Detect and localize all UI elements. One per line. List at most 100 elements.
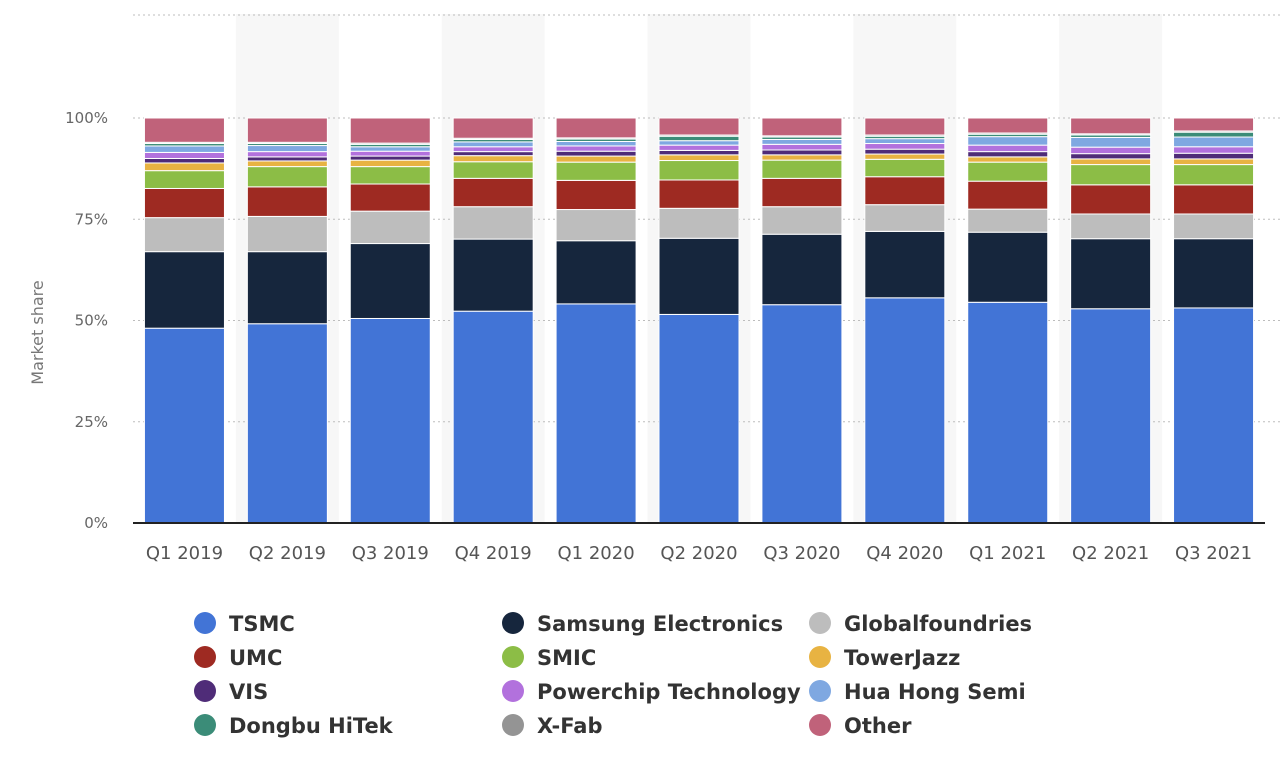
bar-segment — [761, 177, 843, 208]
bar-segment — [349, 146, 431, 152]
bar-segment — [864, 176, 946, 206]
x-tick-label: Q2 2021 — [1072, 543, 1149, 564]
bar-segment — [452, 146, 534, 153]
bar-segment — [143, 217, 225, 253]
bar-segment — [1070, 238, 1152, 310]
bar-segment — [1070, 146, 1152, 155]
y-tick-label: 75% — [75, 210, 108, 228]
y-tick-label: 0% — [84, 514, 108, 532]
bar-segment — [658, 160, 740, 181]
bar-segment — [143, 170, 225, 189]
bar-segment — [1173, 184, 1255, 215]
bar-segment — [967, 208, 1049, 233]
bar-segment — [349, 166, 431, 185]
bar-segment — [761, 138, 843, 145]
bar-segment — [1070, 158, 1152, 166]
bar-segment — [349, 117, 431, 144]
bar-segment — [452, 206, 534, 240]
x-tick-label: Q1 2020 — [558, 543, 635, 564]
bar-segment — [967, 144, 1049, 153]
legend-marker — [502, 646, 524, 668]
legend-label: SMIC — [537, 646, 596, 670]
bar-segment — [658, 313, 740, 524]
legend-marker — [809, 714, 831, 736]
legend-label: Dongbu HiTek — [229, 714, 394, 738]
bar-segment — [658, 135, 740, 142]
bar-segment — [1070, 184, 1152, 215]
bar-segment — [658, 149, 740, 156]
bar-segment — [761, 154, 843, 161]
legend-label: UMC — [229, 646, 282, 670]
bar-segment — [658, 237, 740, 315]
bar-segment — [452, 151, 534, 157]
bar-segment — [864, 230, 946, 299]
legend-marker — [194, 714, 216, 736]
bar-segment — [246, 186, 328, 217]
bar-segment — [246, 145, 328, 153]
bar-segment — [658, 207, 740, 239]
bar-segment — [349, 150, 431, 157]
bar-segment — [452, 310, 534, 524]
bar-segment — [1070, 213, 1152, 240]
bar-segment — [967, 180, 1049, 210]
bar-segment — [967, 301, 1049, 524]
bar-segment — [555, 145, 637, 152]
x-tick-label: Q3 2019 — [352, 543, 429, 564]
bar-segment — [761, 304, 843, 524]
bar-segment — [246, 117, 328, 143]
bar-segment — [452, 238, 534, 312]
bar-segment — [555, 150, 637, 157]
bar-segment — [246, 251, 328, 325]
bar-segment — [658, 179, 740, 209]
bar-segment — [1173, 146, 1255, 154]
bar-segment — [555, 240, 637, 305]
bar-segment — [864, 158, 946, 178]
bar-segment — [1173, 131, 1255, 138]
bar-segment — [555, 303, 637, 524]
bar-segment — [143, 162, 225, 172]
bar-segment — [1173, 238, 1255, 309]
legend-label: Globalfoundries — [844, 612, 1032, 636]
legend-marker — [809, 680, 831, 702]
bar-segment — [864, 138, 946, 145]
legend-label: TowerJazz — [844, 646, 960, 670]
x-tick-label: Q4 2020 — [866, 543, 943, 564]
x-tick-label: Q2 2019 — [249, 543, 326, 564]
legend-marker — [502, 612, 524, 634]
bar-segment — [246, 323, 328, 524]
legend-label: VIS — [229, 680, 268, 704]
bar-segment — [864, 297, 946, 524]
bar-segment — [1173, 164, 1255, 186]
x-tick-label: Q4 2019 — [455, 543, 532, 564]
bar-segment — [1173, 307, 1255, 524]
bar-segment — [246, 156, 328, 162]
bar-segment — [967, 117, 1049, 134]
bar-segment — [658, 154, 740, 162]
bar-segment — [1070, 308, 1152, 524]
bar-segment — [143, 187, 225, 219]
bar-segment — [1173, 213, 1255, 240]
bar-segment — [967, 161, 1049, 182]
bar-segment — [967, 231, 1049, 303]
legend-marker — [194, 646, 216, 668]
bar-segment — [555, 155, 637, 163]
bar-segment — [143, 327, 225, 524]
bar-segment — [761, 149, 843, 156]
bar-segment — [143, 151, 225, 160]
x-tick-label: Q1 2019 — [146, 543, 223, 564]
legend-marker — [502, 714, 524, 736]
bar-segment — [349, 210, 431, 245]
legend-marker — [809, 646, 831, 668]
y-axis-title: Market share — [28, 280, 47, 384]
bar-segment — [1070, 153, 1152, 160]
bar-segment — [1070, 164, 1152, 186]
bar-segment — [143, 158, 225, 164]
bar-segment — [658, 144, 740, 151]
x-tick-label: Q2 2020 — [660, 543, 737, 564]
bar-segment — [864, 143, 946, 150]
bar-segment — [555, 209, 637, 242]
legend-label: X-Fab — [537, 714, 603, 738]
bar-segment — [246, 160, 328, 168]
bar-segment — [349, 155, 431, 161]
